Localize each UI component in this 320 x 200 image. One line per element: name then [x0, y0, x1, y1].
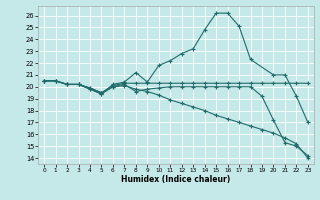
X-axis label: Humidex (Indice chaleur): Humidex (Indice chaleur) [121, 175, 231, 184]
